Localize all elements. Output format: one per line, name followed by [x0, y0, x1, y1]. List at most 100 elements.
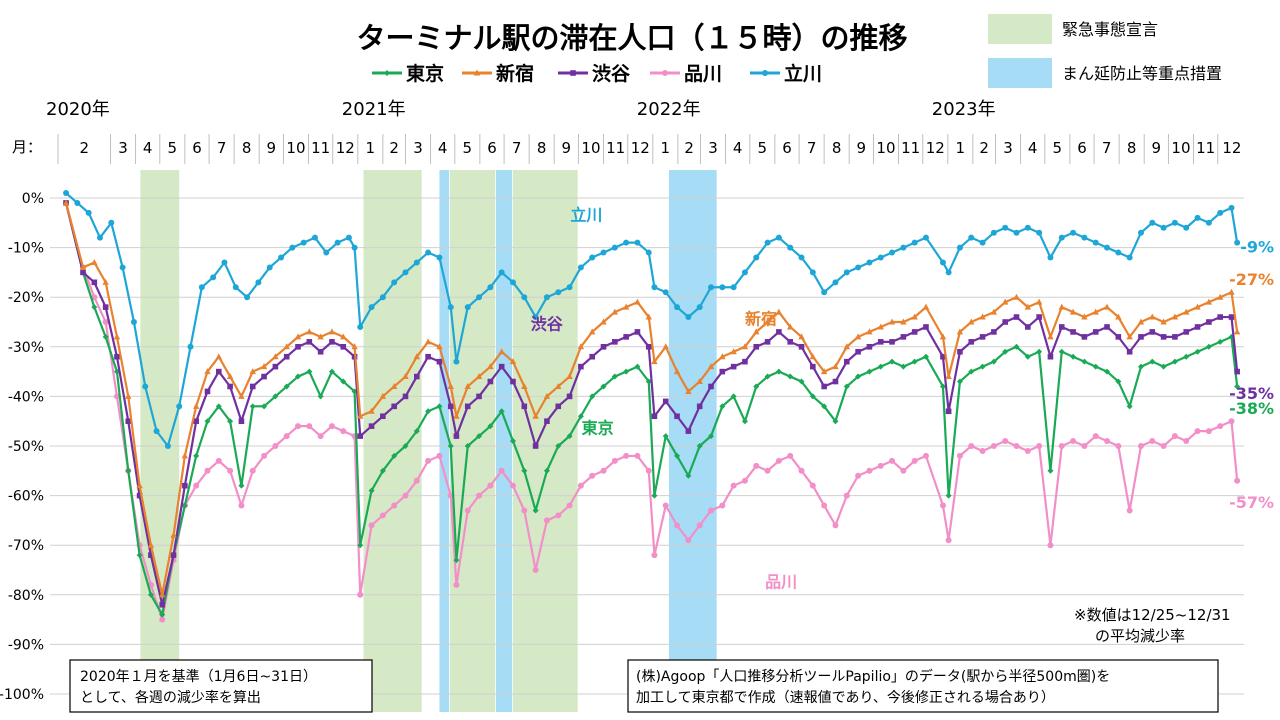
series-end-label: -38% — [1229, 399, 1274, 418]
series-end-label: -27% — [1229, 270, 1274, 289]
period-legend-label: 緊急事態宣言 — [1062, 20, 1158, 39]
year-label: 2023年 — [932, 99, 996, 120]
data-point — [645, 313, 652, 320]
data-point — [651, 492, 658, 499]
series-line — [64, 202, 1239, 606]
data-point — [1233, 328, 1241, 335]
y-tick-label: -10% — [8, 241, 44, 257]
data-point — [306, 328, 313, 335]
data-point — [622, 303, 630, 310]
data-point — [832, 378, 839, 385]
data-point — [1205, 428, 1212, 435]
data-point — [1228, 288, 1235, 295]
data-point — [221, 259, 228, 266]
data-point — [1024, 447, 1031, 454]
data-point — [1228, 204, 1235, 211]
data-point — [945, 408, 952, 415]
data-point — [1013, 343, 1020, 350]
data-point — [130, 319, 137, 325]
data-point — [753, 328, 760, 335]
data-point — [295, 423, 301, 430]
data-point — [821, 403, 828, 410]
data-point — [476, 433, 483, 440]
data-point — [566, 373, 573, 380]
data-point — [623, 334, 629, 340]
data-point — [509, 358, 517, 365]
data-point — [357, 542, 364, 549]
data-point — [204, 368, 211, 375]
data-point — [866, 259, 873, 266]
data-point — [577, 343, 585, 350]
data-point — [662, 502, 669, 509]
month-tick-label: 9 — [267, 139, 277, 157]
data-point — [261, 403, 268, 410]
data-point — [719, 502, 726, 509]
data-point — [719, 403, 726, 410]
data-point — [62, 199, 70, 206]
data-point — [204, 388, 211, 395]
data-point — [311, 234, 318, 241]
series-line — [64, 202, 1239, 596]
data-point — [272, 443, 279, 449]
data-point — [368, 407, 375, 414]
data-point — [447, 382, 454, 389]
data-point — [1183, 329, 1190, 335]
data-point — [317, 393, 324, 400]
data-point — [1013, 229, 1020, 236]
data-point — [204, 467, 211, 474]
period-legend-item: 緊急事態宣言 — [988, 14, 1158, 44]
data-point — [775, 308, 783, 315]
data-point — [589, 472, 596, 479]
data-point — [306, 423, 313, 430]
data-point — [328, 368, 335, 375]
data-point — [696, 378, 703, 385]
data-point — [1070, 229, 1077, 236]
data-point — [1149, 358, 1156, 365]
data-point — [611, 373, 618, 380]
data-point — [91, 304, 98, 311]
data-point — [1172, 334, 1178, 340]
data-point — [611, 457, 618, 464]
data-point — [1092, 308, 1099, 315]
data-point — [193, 482, 200, 489]
series-labels: 東京 -38% 新宿 -27% 渋谷 -35% 品川 -57% 立川 -9% — [531, 205, 1274, 591]
data-point — [662, 289, 669, 296]
data-point — [1115, 313, 1122, 320]
data-point — [475, 373, 483, 380]
series-東京 — [63, 199, 1241, 618]
data-point — [900, 334, 907, 340]
data-point — [1081, 443, 1088, 449]
data-point — [855, 472, 862, 479]
data-point — [521, 294, 528, 301]
data-point — [956, 244, 963, 251]
month-tick-label: 11 — [311, 139, 330, 157]
y-tick-label: -80% — [8, 588, 44, 604]
data-point — [294, 333, 302, 340]
data-point — [255, 279, 262, 286]
data-point — [889, 339, 895, 345]
data-point — [866, 344, 873, 350]
data-point — [645, 378, 652, 385]
data-point — [1024, 224, 1031, 231]
data-point — [295, 373, 301, 380]
data-point — [1228, 314, 1235, 320]
data-point — [741, 343, 749, 350]
data-point — [153, 428, 160, 435]
data-point — [414, 373, 420, 380]
data-point — [1047, 467, 1054, 474]
y-tick-label: -30% — [8, 340, 44, 356]
data-point — [102, 319, 109, 325]
month-tick-label: 10 — [876, 139, 895, 157]
data-point — [708, 507, 714, 514]
data-point — [368, 423, 375, 429]
data-point — [113, 333, 121, 340]
data-point — [413, 477, 420, 484]
data-point — [900, 318, 907, 325]
series-立川 — [63, 190, 1241, 449]
data-point — [877, 462, 884, 469]
data-point — [283, 353, 290, 360]
month-tick-label: 12 — [336, 139, 355, 157]
y-tick-label: 0% — [22, 191, 44, 207]
data-point — [232, 284, 239, 291]
